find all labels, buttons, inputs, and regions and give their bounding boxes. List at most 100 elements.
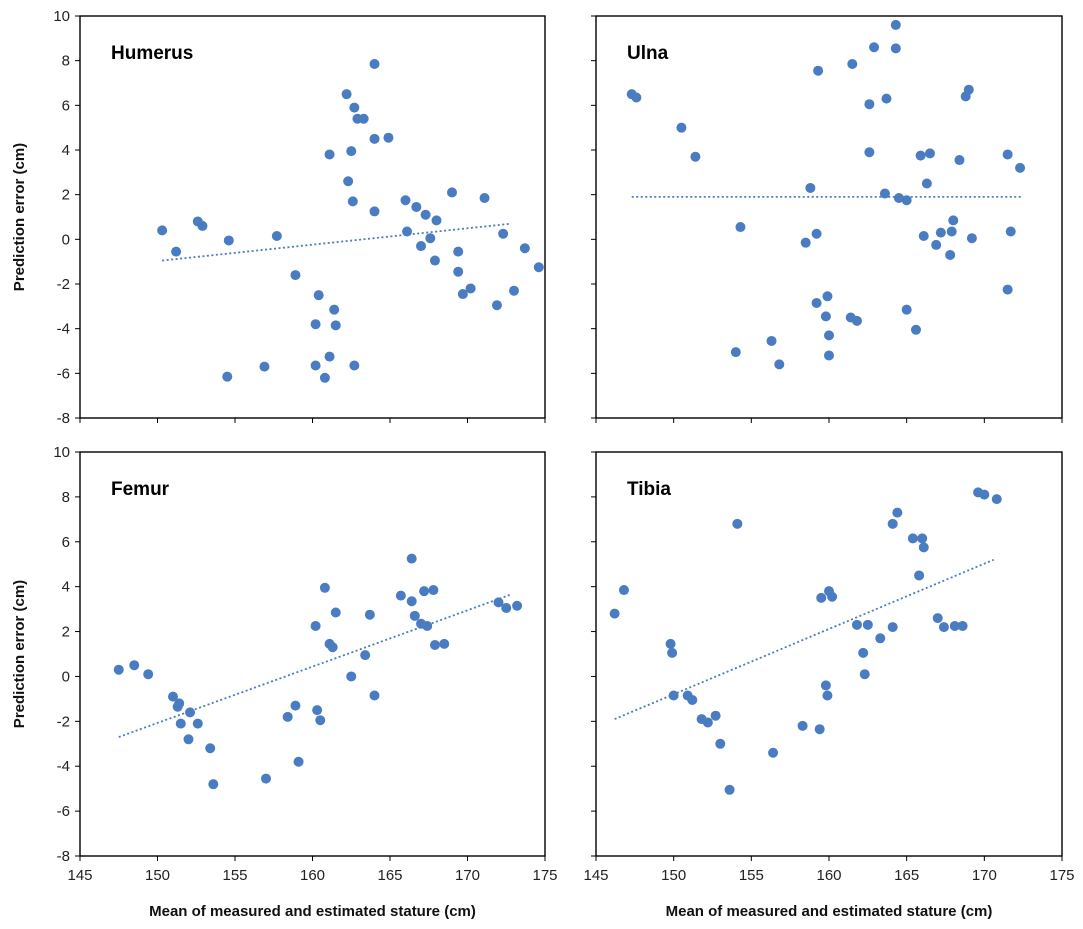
data-point <box>319 582 330 593</box>
data-point <box>493 597 504 608</box>
data-point <box>1002 284 1013 295</box>
data-point <box>824 330 834 341</box>
data-point <box>735 222 746 233</box>
data-point <box>327 642 338 653</box>
data-point <box>954 155 965 166</box>
y-tick-label: -2 <box>57 713 70 730</box>
data-point <box>324 149 335 160</box>
y-tick-label: -6 <box>57 365 70 382</box>
data-point <box>887 518 898 529</box>
y-tick-label: 8 <box>62 489 70 506</box>
data-point <box>797 720 808 731</box>
x-tick-label: 155 <box>739 867 764 884</box>
data-point <box>847 59 858 70</box>
trend-line <box>118 593 512 738</box>
data-point <box>411 201 422 212</box>
data-point <box>208 779 219 790</box>
y-tick-label: 10 <box>53 8 70 25</box>
data-point <box>324 351 335 362</box>
data-point <box>768 747 779 758</box>
data-point <box>174 698 185 709</box>
data-point <box>1015 162 1026 173</box>
data-point <box>183 734 194 745</box>
data-point <box>465 283 476 294</box>
data-point <box>409 610 420 621</box>
data-point <box>346 146 357 157</box>
panel-tibia: 145 150 155 160 165 170 175 Tibia Mean of measur… <box>583 451 1075 920</box>
data-point <box>1002 149 1013 160</box>
data-point <box>864 147 875 158</box>
panel-title: Ulna <box>627 43 669 64</box>
data-point <box>957 620 968 631</box>
data-point <box>915 150 926 161</box>
data-point <box>687 695 698 706</box>
data-point <box>851 315 862 326</box>
data-point <box>724 784 735 795</box>
data-point <box>1005 226 1016 237</box>
x-tick-label: 170 <box>455 867 480 884</box>
data-point <box>205 743 216 754</box>
data-point <box>439 638 450 649</box>
y-axis-title: Prediction error (cm) <box>11 143 28 291</box>
data-point <box>914 570 925 581</box>
data-point <box>668 690 679 701</box>
data-point <box>431 215 442 226</box>
plot-frame <box>595 451 1063 857</box>
plot-frame <box>79 451 546 857</box>
data-point <box>820 311 831 322</box>
data-point <box>341 89 352 100</box>
panel-humerus: -8 -6 -4 -2 0 2 4 6 8 10 Humerus Prediction error (… <box>11 8 546 427</box>
x-tick-label: 145 <box>583 867 608 884</box>
data-point <box>358 113 369 124</box>
data-point <box>931 239 942 250</box>
data-point <box>261 773 271 784</box>
data-point <box>447 187 457 198</box>
y-tick-label: 0 <box>62 231 70 248</box>
data-point <box>609 608 620 619</box>
data-point <box>347 196 358 207</box>
data-point <box>369 690 380 701</box>
data-point <box>890 43 901 54</box>
data-point <box>901 304 912 315</box>
data-point <box>310 319 321 330</box>
data-point <box>419 586 430 597</box>
x-tick-label: 145 <box>67 867 92 884</box>
data-point <box>310 620 321 631</box>
data-point <box>319 372 330 383</box>
data-point <box>360 650 371 661</box>
data-point <box>702 717 713 728</box>
data-point <box>774 359 785 370</box>
panel-title: Humerus <box>111 43 193 64</box>
data-point <box>498 228 509 239</box>
data-point <box>406 596 417 607</box>
panel-femur: -8 -6 -4 -2 0 2 4 6 8 10 145 150 155 160 165 170 175 Femu… <box>11 444 558 920</box>
data-point <box>979 489 990 500</box>
data-point <box>917 533 928 544</box>
data-point <box>875 633 886 644</box>
data-point <box>816 592 827 603</box>
data-point <box>918 542 929 553</box>
x-tick-label: 175 <box>532 867 557 884</box>
data-point <box>665 638 676 649</box>
x-axis-title: Mean of measured and estimated stature (… <box>149 903 476 920</box>
data-point <box>271 230 282 241</box>
data-point <box>400 195 411 206</box>
data-point <box>901 195 912 206</box>
data-point <box>312 705 323 716</box>
y-tick-label: 6 <box>62 97 70 114</box>
data-point <box>222 371 233 382</box>
data-point <box>479 193 490 204</box>
data-point <box>822 690 833 701</box>
data-point <box>949 620 960 631</box>
data-point <box>813 65 824 76</box>
y-tick-label: 2 <box>62 624 70 641</box>
data-point <box>420 209 431 220</box>
data-point <box>349 102 360 113</box>
data-point <box>329 304 340 315</box>
y-tick-label: -4 <box>57 321 70 338</box>
data-point <box>519 243 530 254</box>
data-point <box>364 609 375 620</box>
x-tick-label: 160 <box>816 867 841 884</box>
data-point <box>429 640 440 651</box>
data-point <box>157 225 168 236</box>
